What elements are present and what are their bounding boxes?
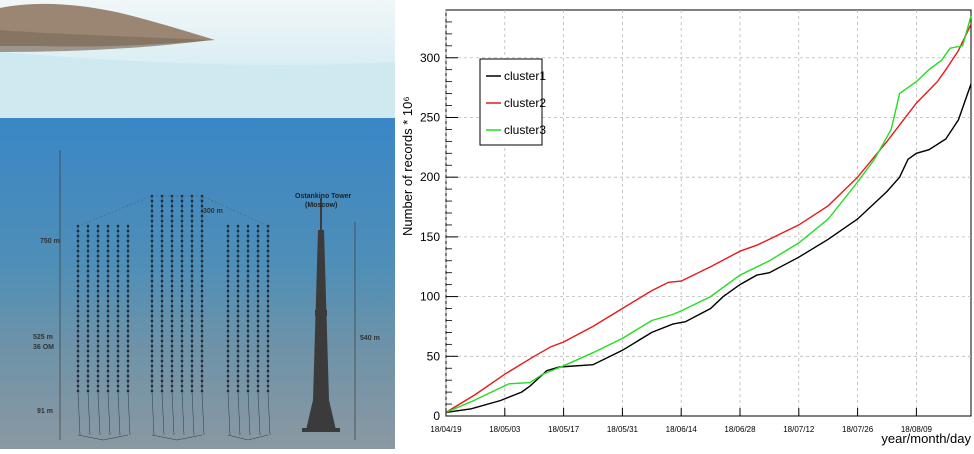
y-tick-label: 50	[427, 349, 441, 363]
x-tick-label: 18/06/14	[666, 425, 698, 434]
records-chart: 18/04/19 18/05/03 18/05/17 18/05/31 18/06/14…	[398, 0, 974, 449]
y-tick-label: 100	[420, 290, 440, 304]
y-tick-label: 150	[420, 230, 440, 244]
y-axis-label: Number of records * 10⁶	[400, 96, 415, 236]
tower-name-label: Ostankino Tower	[295, 193, 352, 200]
underwater	[0, 118, 395, 449]
om-count-label: 36 OM	[33, 344, 54, 351]
tower-height-label: 540 m	[360, 335, 380, 342]
legend: cluster1 cluster2 cluster3	[479, 58, 546, 146]
tower-city-label: (Moscow)	[305, 202, 337, 209]
series-lines	[445, 15, 972, 414]
y-tick-label: 250	[420, 110, 440, 124]
legend-label-cluster2: cluster2	[504, 96, 546, 110]
series-line-cluster3	[445, 15, 972, 414]
x-tick-label: 18/04/19	[430, 425, 462, 434]
x-tick-label: 18/05/31	[607, 425, 639, 434]
y-tick-label: 200	[420, 170, 440, 184]
bottom-gap-label: 91 m	[37, 408, 53, 415]
y-tick-label: 300	[420, 51, 440, 65]
series-line-cluster2	[445, 23, 972, 413]
x-tick-label: 18/05/03	[489, 425, 521, 434]
shore-hills-shadow	[0, 30, 210, 52]
x-tick-label: 18/06/28	[724, 425, 756, 434]
string-length-label: 525 m	[33, 334, 53, 341]
lake-surface	[0, 52, 395, 118]
x-tick-label: 18/07/26	[842, 425, 874, 434]
x-tick-label: 18/05/17	[548, 425, 580, 434]
detector-illustration: 750 m 300 m Ostankino Tower (Moscow) 525…	[0, 0, 395, 449]
ostankino-tower	[302, 198, 340, 432]
depth-top-label: 750 m	[40, 238, 60, 245]
legend-label-cluster3: cluster3	[504, 123, 546, 137]
y-tick-label: 0	[433, 409, 440, 423]
legend-label-cluster1: cluster1	[504, 69, 546, 83]
cluster-span-label: 300 m	[203, 208, 223, 215]
x-axis-label: year/month/day	[881, 431, 971, 446]
series-line-cluster1	[445, 83, 972, 414]
axes: 18/04/19 18/05/03 18/05/17 18/05/31 18/06/14…	[420, 9, 933, 434]
detector-strings	[76, 194, 271, 441]
x-tick-label: 18/07/12	[783, 425, 815, 434]
x-tick-label: 18/08/09	[901, 425, 933, 434]
